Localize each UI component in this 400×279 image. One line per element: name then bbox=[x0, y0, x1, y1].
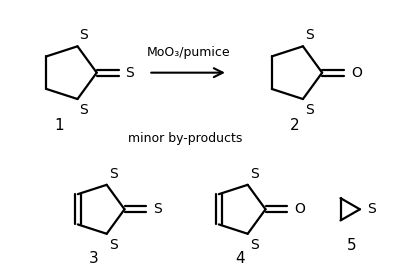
Text: minor by-products: minor by-products bbox=[128, 131, 242, 145]
Text: S: S bbox=[305, 103, 314, 117]
Text: S: S bbox=[109, 167, 118, 181]
Text: S: S bbox=[250, 167, 258, 181]
Text: O: O bbox=[294, 202, 305, 216]
Text: S: S bbox=[126, 66, 134, 80]
Text: O: O bbox=[351, 66, 362, 80]
Text: 3: 3 bbox=[89, 251, 99, 266]
Text: 1: 1 bbox=[54, 118, 64, 133]
Text: S: S bbox=[305, 28, 314, 42]
Text: 2: 2 bbox=[290, 118, 299, 133]
Text: S: S bbox=[109, 238, 118, 252]
Text: S: S bbox=[153, 202, 162, 216]
Text: S: S bbox=[367, 202, 376, 216]
Text: MoO₃/pumice: MoO₃/pumice bbox=[146, 46, 230, 59]
Text: 5: 5 bbox=[347, 238, 357, 253]
Text: 4: 4 bbox=[235, 251, 244, 266]
Text: S: S bbox=[80, 103, 88, 117]
Text: S: S bbox=[250, 238, 258, 252]
Text: S: S bbox=[80, 28, 88, 42]
